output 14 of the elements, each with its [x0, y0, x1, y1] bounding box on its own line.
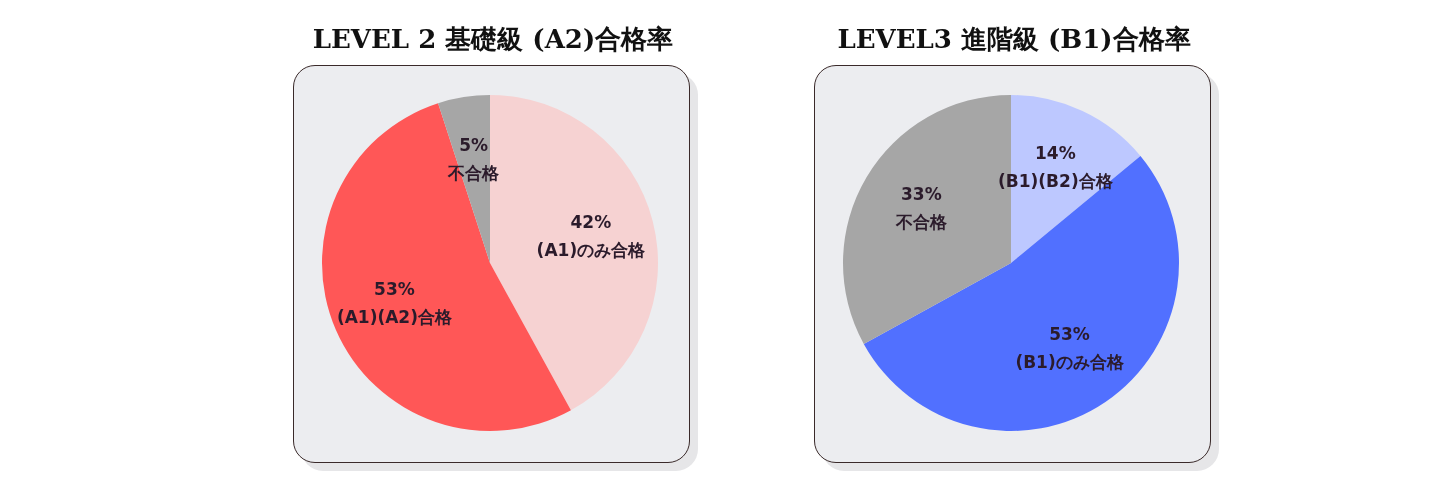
slice-label: 不合格 [894, 212, 948, 233]
data-label: 53% [374, 278, 415, 299]
data-label: 53% [1049, 323, 1090, 344]
data-label: 5% [459, 134, 489, 155]
chart-title: LEVEL3 進階級 (B1)合格率 [836, 23, 1192, 56]
slice-label: (A1)(A2)合格 [336, 306, 453, 327]
slice-label: (A1)のみ合格 [536, 239, 647, 260]
chart-title: LEVEL 2 基礎級 (A2)合格率 [311, 23, 675, 56]
data-label: 33% [900, 184, 942, 205]
data-label: 42% [570, 211, 612, 232]
data-label: 14% [1035, 143, 1076, 164]
slice-label: (B1)(B2)合格 [998, 171, 1114, 192]
slice-label: 不合格 [447, 162, 501, 183]
slice-label: (B1)のみ合格 [1015, 351, 1125, 372]
